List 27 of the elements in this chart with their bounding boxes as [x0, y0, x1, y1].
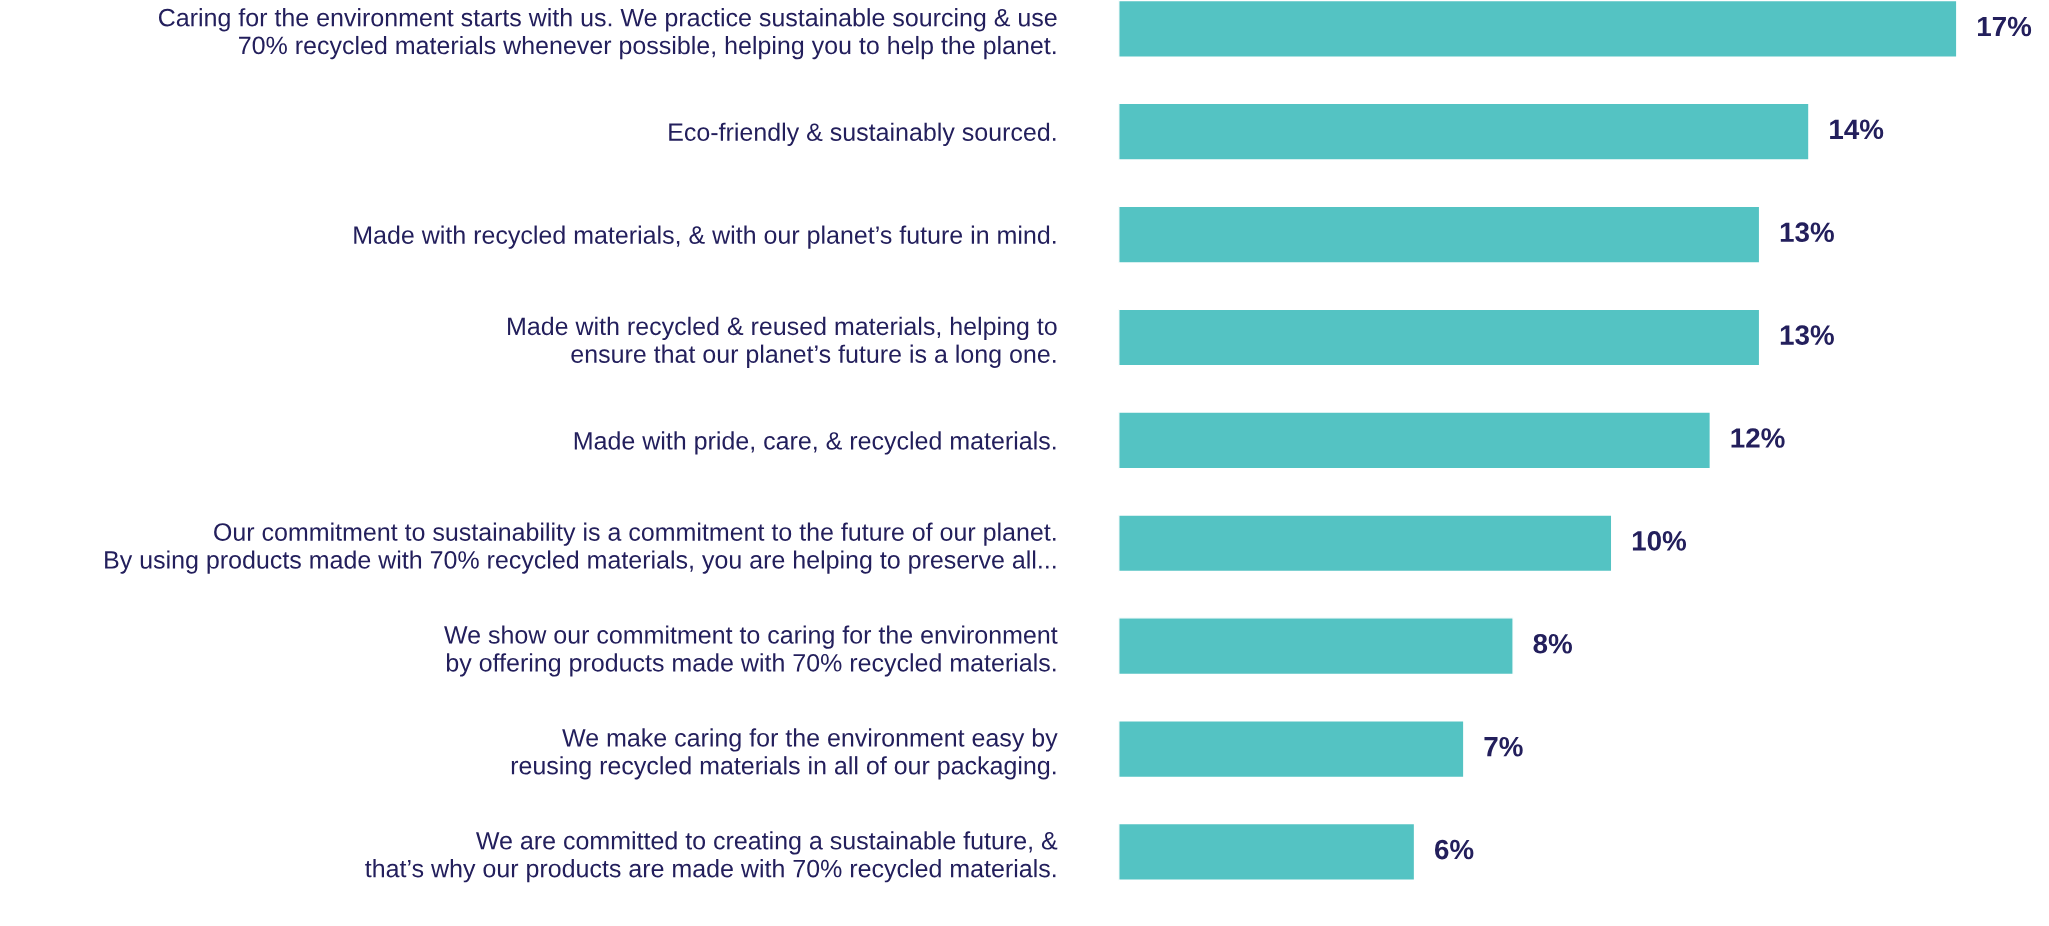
bar	[1118, 102, 1810, 161]
data-label: 13%	[1780, 325, 1834, 345]
data-label: 13%	[1780, 222, 1834, 243]
bar	[1118, 720, 1465, 779]
y-tick-label: Made with pride, care, & recycled materials.	[574, 431, 1056, 455]
bar	[1118, 0, 1958, 58]
y-tick-label: Our commitment to sustainability is a commitment to the future of our planet. By using products made with 70% recycled materials, you are helping to preserve all...	[105, 522, 1056, 574]
y-tick-label: We are committed to creating a sustainable future, & that’s why our products are made with 70% recycled materials.	[365, 831, 1058, 883]
bar	[1118, 822, 1416, 881]
bar	[1118, 205, 1761, 264]
data-label: 14%	[1830, 119, 1884, 140]
data-label: 12%	[1731, 428, 1785, 448]
y-tick-label: We make caring for the environment easy by reusing recycled materials in all of our packaging.	[511, 728, 1058, 780]
y-tick-label: Made with recycled materials, & with our planet’s future in mind.	[354, 225, 1056, 249]
data-label: 7%	[1484, 736, 1523, 757]
y-tick-label: Eco-friendly & sustainably sourced.	[669, 122, 1056, 146]
bar	[1118, 617, 1514, 676]
data-label: 10%	[1632, 531, 1687, 551]
bar	[1118, 411, 1712, 470]
data-label: 6%	[1435, 839, 1474, 860]
y-tick-label: We show our commitment to caring for the environment by offering products made with 70% recycled materials.	[444, 625, 1058, 677]
data-label: 8%	[1533, 633, 1572, 654]
y-tick-label: Made with recycled & reused materials, helping to ensure that our planet’s future is a long one.	[508, 316, 1057, 368]
data-label: 17%	[1978, 16, 2032, 37]
bar	[1118, 514, 1613, 573]
y-tick-label: Caring for the environment starts with us. We practice sustainable sourcing & use 70% recycled materials whenever possible, helping you to help the planet.	[158, 8, 1057, 60]
bar	[1118, 308, 1761, 367]
